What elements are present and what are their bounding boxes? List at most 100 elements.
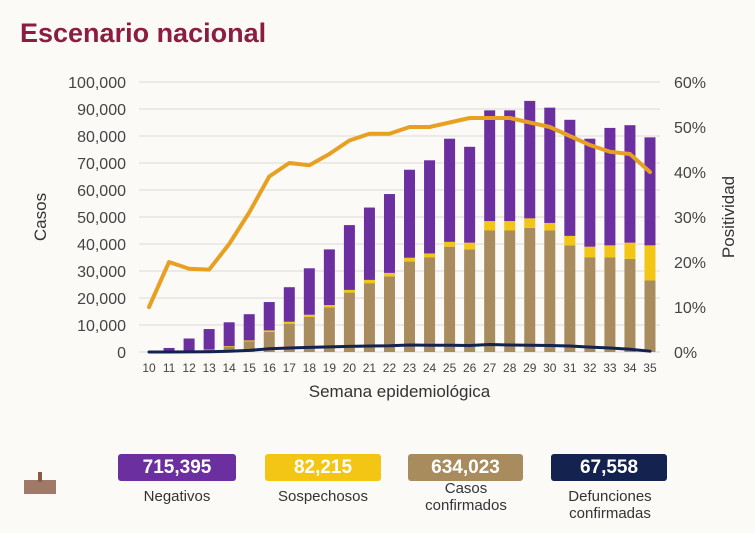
x-tick-label: 20 (343, 361, 357, 375)
negativos-label: Negativos (143, 488, 211, 505)
bar-sospechosos (604, 245, 616, 258)
bar-casos-confirmados (604, 257, 616, 352)
bar-sospechosos (283, 321, 295, 324)
bar-negativos (383, 194, 395, 273)
bar-casos-confirmados (504, 230, 516, 352)
defunciones-label: Defunciones confirmadas (568, 488, 652, 522)
y-tick-label: 10,000 (77, 318, 126, 335)
y2-tick-label: 40% (674, 165, 706, 182)
bar-casos-confirmados (484, 230, 496, 352)
bar-negativos (604, 127, 616, 246)
bar-casos-confirmados (303, 316, 315, 352)
bar-negativos (544, 107, 556, 223)
bar-casos-confirmados (223, 346, 235, 352)
government-logo (24, 472, 56, 494)
bar-negativos (363, 207, 375, 280)
bar-negativos (404, 169, 416, 258)
page-title: Escenario nacional (20, 18, 267, 48)
bar-casos-confirmados (624, 258, 636, 352)
y-tick-label: 30,000 (77, 264, 126, 281)
x-tick-label: 26 (463, 361, 477, 375)
x-tick-label: 35 (643, 361, 657, 375)
x-tick-label: 34 (623, 361, 637, 375)
bar-casos-confirmados (524, 227, 536, 352)
bar-casos-confirmados (564, 245, 576, 352)
defunciones-count-badge: 67,558 (551, 454, 667, 481)
bar-negativos (203, 329, 215, 350)
bar-negativos (303, 268, 315, 315)
bar-negativos (283, 287, 295, 322)
y-tick-label: 60,000 (77, 183, 126, 200)
bar-negativos (343, 225, 355, 290)
bar-casos-confirmados (283, 323, 295, 352)
x-tick-label: 32 (583, 361, 597, 375)
bar-sospechosos (624, 242, 636, 259)
y2-tick-label: 50% (674, 120, 706, 137)
bar-casos-confirmados (243, 341, 255, 352)
bar-casos-confirmados (404, 261, 416, 352)
sospechosos-label: Sospechosos (277, 488, 369, 505)
line-positividad (147, 116, 652, 309)
bar-negativos (323, 249, 335, 306)
y-axis-label: Casos (31, 193, 50, 241)
x-tick-label: 19 (323, 361, 337, 375)
x-axis-label: Semana epidemiológica (309, 382, 491, 401)
bar-sospechosos (444, 241, 456, 247)
bar-casos-confirmados (464, 249, 476, 352)
bar-negativos (584, 138, 596, 247)
x-tick-label: 23 (403, 361, 417, 375)
x-tick-label: 27 (483, 361, 497, 375)
x-tick-label: 28 (503, 361, 517, 375)
x-tick-label: 21 (363, 361, 377, 375)
bar-casos-confirmados (424, 257, 436, 352)
confirmados-count-badge: 634,023 (408, 454, 523, 481)
bar-negativos (484, 110, 496, 222)
bar-negativos (243, 314, 255, 341)
y-tick-label: 90,000 (77, 102, 126, 119)
y-tick-label: 100,000 (68, 75, 126, 92)
x-tick-label: 10 (142, 361, 156, 375)
bar-sospechosos (644, 245, 656, 281)
x-tick-label: 12 (182, 361, 196, 375)
y2-tick-label: 30% (674, 210, 706, 227)
y-tick-label: 70,000 (77, 156, 126, 173)
bar-casos-confirmados (263, 331, 275, 352)
bar-sospechosos (263, 330, 275, 332)
bar-negativos (564, 119, 576, 236)
bar-sospechosos (544, 222, 556, 231)
bar-sospechosos (504, 221, 516, 231)
y2-tick-label: 0% (674, 345, 697, 362)
bar-sospechosos (524, 218, 536, 228)
bar-sospechosos (323, 305, 335, 308)
bar-sospechosos (564, 235, 576, 246)
y2-tick-label: 60% (674, 75, 706, 92)
bar-sospechosos (584, 246, 596, 258)
bar-negativos (424, 160, 436, 254)
x-tick-label: 33 (603, 361, 617, 375)
y2-tick-label: 20% (674, 255, 706, 272)
bar-casos-confirmados (323, 307, 335, 352)
bar-sospechosos (424, 253, 436, 258)
bar-negativos (524, 100, 536, 219)
x-tick-label: 17 (283, 361, 297, 375)
bar-negativos (644, 137, 656, 246)
bar-sospechosos (243, 340, 255, 342)
bar-casos-confirmados (444, 246, 456, 352)
x-tick-label: 31 (563, 361, 577, 375)
y2-tick-label: 10% (674, 300, 706, 317)
y-tick-label: 20,000 (77, 291, 126, 308)
bar-sospechosos (343, 289, 355, 293)
bar-negativos (444, 138, 456, 242)
x-tick-label: 25 (443, 361, 457, 375)
bar-sospechosos (363, 279, 375, 284)
y-tick-label: 80,000 (77, 129, 126, 146)
bar-casos-confirmados (544, 230, 556, 352)
bar-negativos (263, 302, 275, 331)
y-tick-label: 50,000 (77, 210, 126, 227)
y-tick-label: 40,000 (77, 237, 126, 254)
bar-casos-confirmados (363, 283, 375, 352)
bar-sospechosos (223, 346, 235, 347)
x-tick-label: 29 (523, 361, 537, 375)
bar-negativos (504, 110, 516, 222)
bar-negativos (464, 146, 476, 243)
